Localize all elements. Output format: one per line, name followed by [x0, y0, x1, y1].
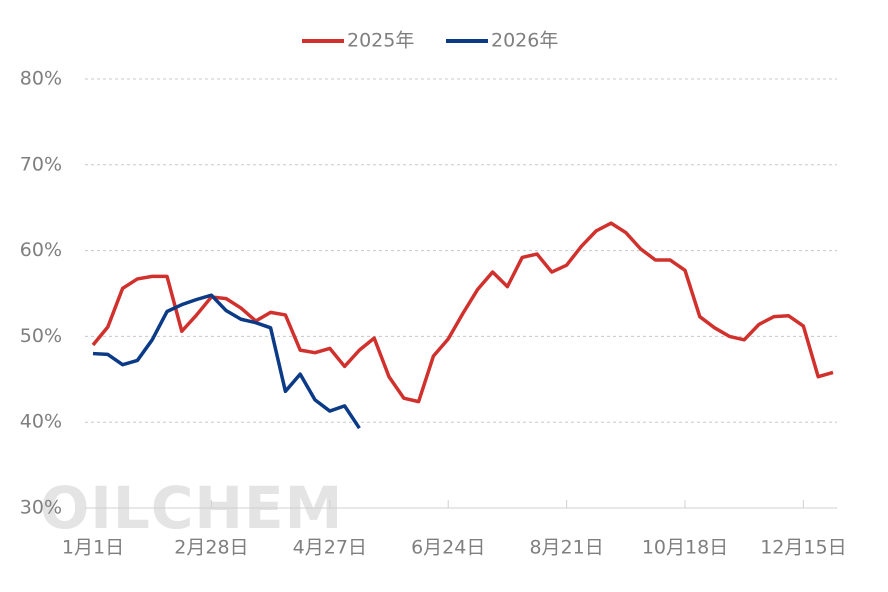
x-tick-label: 1月1日	[62, 537, 124, 559]
y-tick-label: 30%	[20, 497, 62, 519]
y-tick-label: 70%	[20, 153, 62, 175]
x-tick-label: 10月18日	[642, 537, 728, 559]
x-tick-label: 2月28日	[174, 537, 248, 559]
y-tick-label: 80%	[20, 68, 62, 90]
legend-label: 2026年	[491, 30, 558, 52]
legend-label: 2025年	[347, 30, 414, 52]
series-line	[91, 221, 834, 404]
y-tick-label: 40%	[20, 411, 62, 433]
y-tick-label: 50%	[20, 325, 62, 347]
x-tick-label: 8月21日	[529, 537, 603, 559]
x-tick-label: 12月15日	[760, 537, 846, 559]
x-tick-label: 4月27日	[293, 537, 367, 559]
y-tick-label: 60%	[20, 239, 62, 261]
series-line	[92, 293, 361, 430]
x-tick-label: 6月24日	[411, 537, 485, 559]
